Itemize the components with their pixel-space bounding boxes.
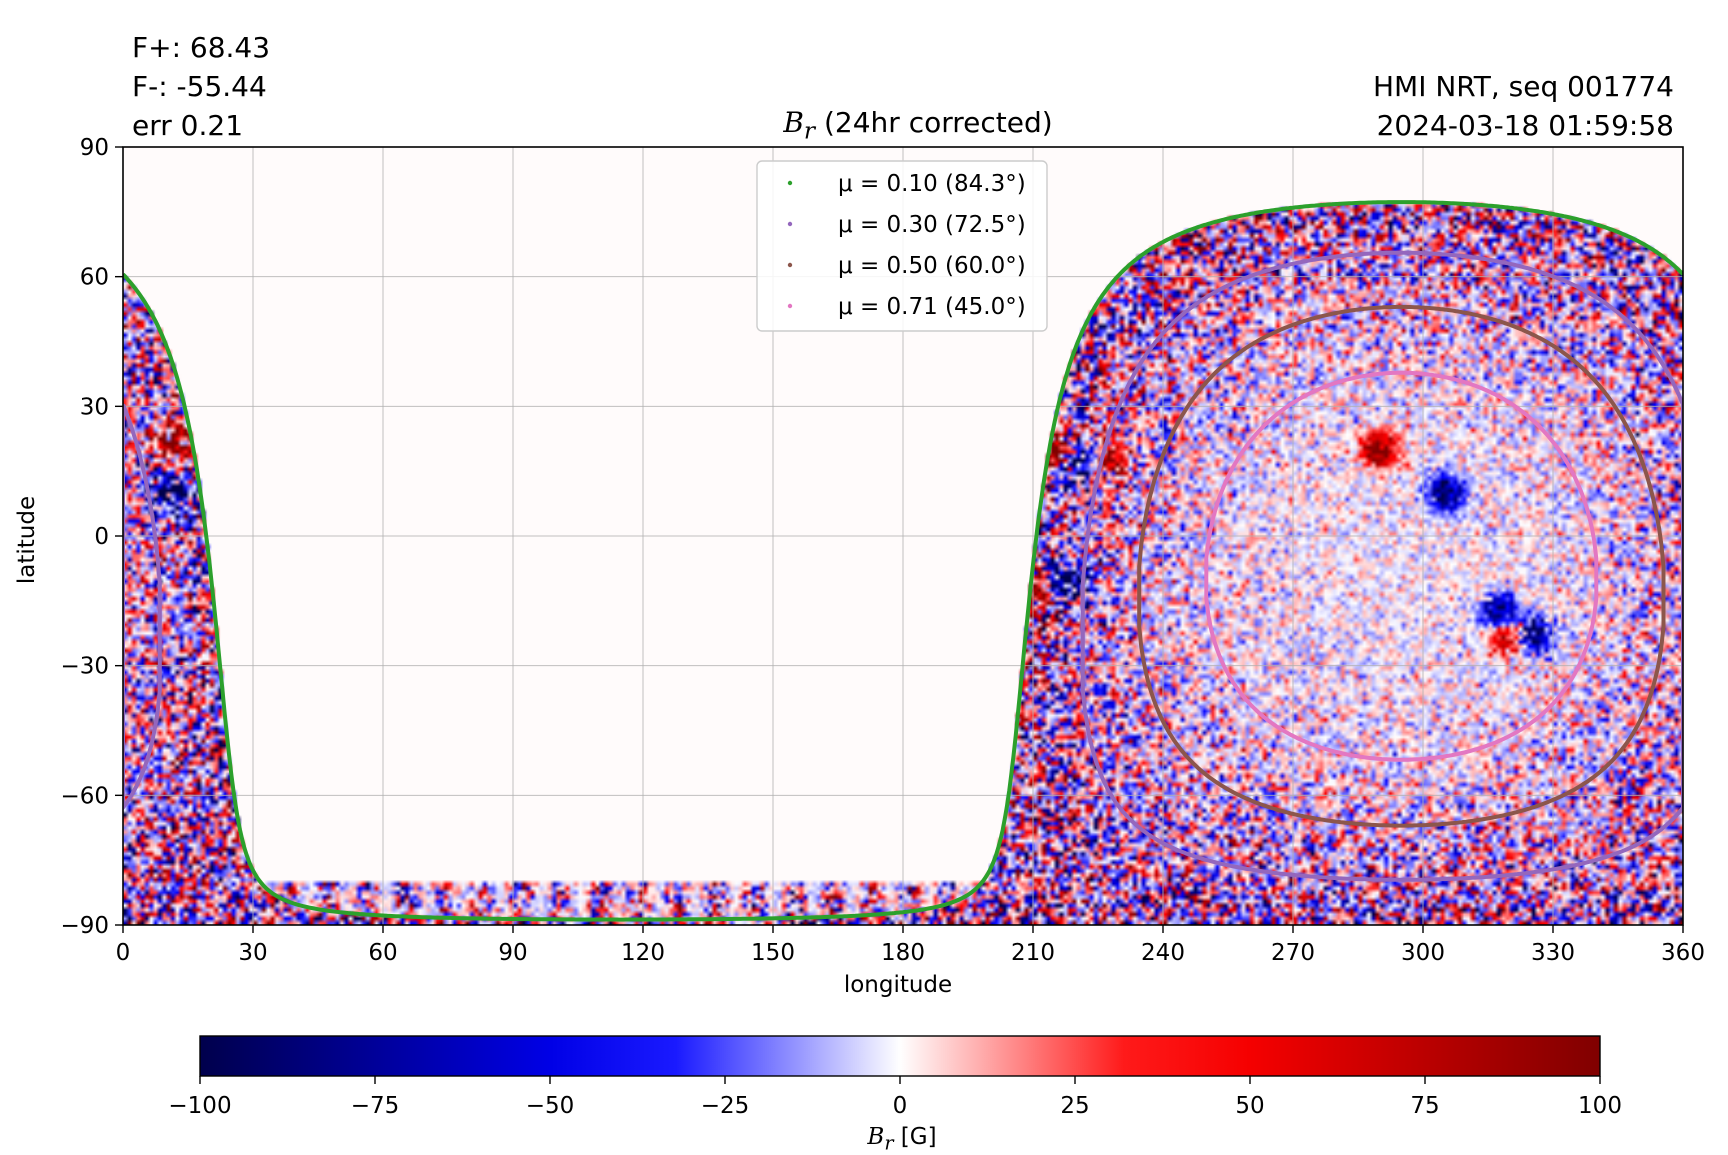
x-tick-label: 270 (1271, 940, 1315, 966)
contour-mu-0.1 (123, 200, 1683, 922)
x-tick-label: 0 (116, 940, 131, 966)
timestamp-text: 2024-03-18 01:59:58 (1376, 109, 1674, 142)
y-tick-label: −60 (60, 783, 109, 809)
colorbar-tick-label: −25 (701, 1093, 750, 1119)
y-tick-label: 90 (80, 135, 109, 161)
legend-entry: μ = 0.71 (45.0°) (838, 294, 1026, 320)
y-tick-label: 0 (94, 524, 109, 550)
x-tick-label: 180 (881, 940, 925, 966)
x-axis-label: longitude (843, 972, 953, 998)
legend-marker (787, 303, 793, 309)
x-tick-label: 210 (1011, 940, 1055, 966)
legend-entry: μ = 0.50 (60.0°) (838, 253, 1026, 279)
colorbar-tick-label: 0 (893, 1093, 908, 1119)
legend-marker (787, 180, 793, 186)
contour-mu-0.71 (1204, 370, 1599, 762)
colorbar-tick-label: −100 (168, 1093, 231, 1119)
legend-marker (787, 262, 793, 268)
flux-plus-text: F+: 68.43 (132, 31, 271, 64)
x-tick-label: 30 (238, 940, 267, 966)
x-tick-label: 240 (1141, 940, 1185, 966)
instrument-text: HMI NRT, seq 001774 (1372, 70, 1674, 103)
colorbar-tick-label: −50 (526, 1093, 575, 1119)
y-axis-label: latitude (14, 495, 40, 585)
legend-marker (787, 221, 793, 227)
colorbar-tick-label: 50 (1235, 1093, 1264, 1119)
colorbar-tick-label: 100 (1578, 1093, 1622, 1119)
x-tick-label: 360 (1661, 940, 1705, 966)
legend-entry: μ = 0.30 (72.5°) (838, 212, 1026, 238)
x-tick-label: 120 (621, 940, 665, 966)
y-tick-label: 30 (80, 394, 109, 420)
error-text: err 0.21 (132, 109, 244, 142)
y-tick-label: −30 (60, 654, 109, 680)
x-tick-label: 330 (1531, 940, 1575, 966)
contour-mu-0.5 (1137, 304, 1666, 828)
x-tick-label: 300 (1401, 940, 1445, 966)
colorbar-tick-label: −75 (351, 1093, 400, 1119)
legend-box (756, 160, 1048, 332)
y-tick-label: −90 (60, 913, 109, 939)
flux-minus-text: F-: -55.44 (132, 70, 267, 103)
x-tick-label: 90 (498, 940, 527, 966)
chart-title: Br (24hr corrected) (783, 106, 1053, 145)
x-tick-label: 150 (751, 940, 795, 966)
colorbar-gradient (200, 1036, 1600, 1076)
legend-entry: μ = 0.10 (84.3°) (838, 171, 1026, 197)
colorbar-tick-label: 25 (1060, 1093, 1089, 1119)
contour-mu-0.3 (123, 403, 162, 811)
contour-mu-0.3 (1080, 250, 1683, 882)
colorbar-tick-label: 75 (1410, 1093, 1439, 1119)
y-tick-label: 60 (80, 265, 109, 291)
x-tick-label: 60 (368, 940, 397, 966)
colorbar-label: Br [G] (867, 1124, 937, 1155)
